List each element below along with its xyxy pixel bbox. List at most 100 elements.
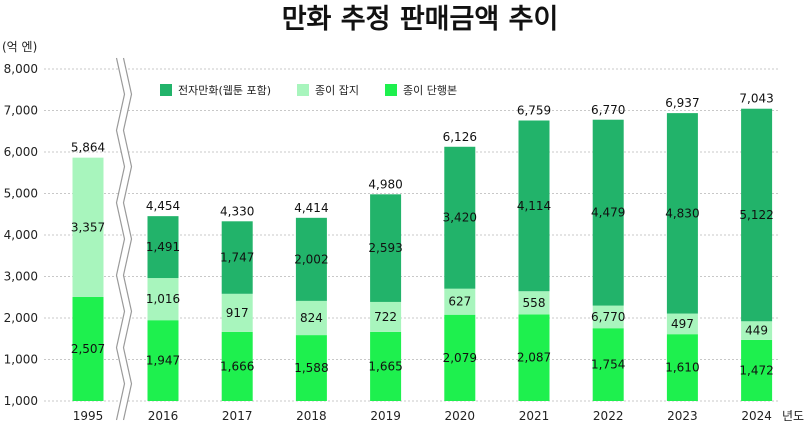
bar-segment [221, 221, 253, 294]
bar-segment [666, 113, 698, 314]
axis-break [115, 57, 133, 421]
bar-segment [592, 119, 624, 306]
segment-label: 1,491 [146, 240, 180, 254]
segment-label: 1,588 [294, 361, 328, 375]
bar-segment [295, 217, 327, 301]
total-label: 6,937 [665, 96, 699, 110]
bar-segment [295, 300, 327, 336]
segment-label: 4,830 [665, 206, 699, 220]
x-tick-label: 2018 [296, 409, 327, 423]
segment-label: 5,122 [739, 208, 773, 222]
segment-label: 722 [374, 310, 397, 324]
y-tick-labels: 1,000 1,000 2,000 3,000 4,000 5,000 6,000 7,000… [4, 62, 38, 408]
total-label: 6,126 [443, 130, 477, 144]
segment-label: 1,610 [665, 361, 699, 375]
total-label: 4,330 [220, 204, 254, 218]
bar-segment [741, 339, 773, 401]
y-tick-label: 7,000 [4, 104, 38, 118]
legend-swatch [297, 84, 309, 96]
x-tick-label: 2017 [222, 409, 253, 423]
segment-label: 2,079 [443, 351, 477, 365]
y-tick-label: 8,000 [4, 62, 38, 76]
segment-label: 3,420 [443, 211, 477, 225]
bar-segment [666, 313, 698, 335]
segment-label: 1,747 [220, 251, 254, 265]
bar-segment [518, 314, 550, 401]
legend-label: 종이 단행본 [403, 84, 457, 97]
y-tick-label: 1,000 [4, 353, 38, 367]
x-axis-label: 년도 [782, 409, 804, 423]
total-label: 4,454 [146, 199, 180, 213]
total-label: 5,864 [71, 141, 105, 155]
x-tick-label: 2020 [445, 409, 476, 423]
bar-segment [741, 108, 773, 322]
bar-segment [370, 194, 402, 302]
axis-break-band [116, 58, 132, 420]
bar-segment [666, 334, 698, 401]
segment-label: 1,665 [368, 359, 402, 373]
segment-label: 558 [523, 296, 546, 310]
segment-label: 917 [226, 306, 249, 320]
y-tick-label: 1,000 [4, 394, 38, 408]
bar-segment [444, 288, 476, 315]
y-tick-label: 5,000 [4, 187, 38, 201]
segment-label: 1,666 [220, 359, 254, 373]
segment-label: 1,016 [146, 292, 180, 306]
bar-segment [295, 335, 327, 401]
bar-segment [221, 293, 253, 332]
legend-label: 종이 잡지 [315, 84, 359, 97]
segment-label: 627 [448, 295, 471, 309]
segment-label: 3,357 [71, 220, 105, 234]
bar-segment [72, 296, 104, 401]
bar-segment [370, 301, 402, 332]
x-tick-label: 2019 [370, 409, 401, 423]
bar-segment [518, 120, 550, 292]
bar-segment [518, 291, 550, 315]
grid-lines [44, 68, 780, 402]
axis-break-line [122, 57, 133, 421]
segment-label: 2,002 [294, 252, 328, 266]
y-tick-label: 6,000 [4, 145, 38, 159]
y-tick-label: 4,000 [4, 228, 38, 242]
x-tick-label: 2023 [667, 409, 698, 423]
legend: 전자만화(웹툰 포함) 종이 잡지 종이 단행본 [160, 84, 457, 97]
legend-label: 전자만화(웹툰 포함) [178, 84, 271, 97]
segment-label: 4,479 [591, 206, 625, 220]
x-tick-label: 2022 [593, 409, 624, 423]
bar-segment [370, 331, 402, 401]
segment-label: 4,114 [517, 199, 551, 213]
legend-swatch [385, 84, 397, 96]
segment-label: 2,507 [71, 342, 105, 356]
bar-segment [592, 305, 624, 329]
segment-label: 1,754 [591, 358, 625, 372]
segment-label: 497 [671, 317, 694, 331]
x-tick-label: 2024 [741, 409, 772, 423]
segment-label: 1,472 [739, 363, 773, 377]
bar-segment [147, 216, 179, 279]
segment-label: 1,947 [146, 354, 180, 368]
segment-label: 824 [300, 311, 323, 325]
bar-segment [444, 314, 476, 401]
bar-segment [147, 320, 179, 401]
x-tick-label: 2016 [148, 409, 179, 423]
total-label: 4,414 [294, 201, 328, 215]
bar-segment [592, 328, 624, 401]
bar-segment [72, 157, 104, 297]
y-tick-label: 2,000 [4, 311, 38, 325]
axis-break-line [115, 57, 126, 421]
y-tick-label: 3,000 [4, 270, 38, 284]
bar-segment [221, 331, 253, 401]
total-label: 6,770 [591, 103, 625, 117]
total-label: 4,980 [368, 177, 402, 191]
bar-segment [147, 278, 179, 321]
bar-segment [741, 321, 773, 340]
segment-label: 2,087 [517, 351, 551, 365]
y-axis-label: (억 엔) [2, 40, 37, 54]
x-tick-labels: 1995 2016 2017 2018 2019 2020 2021 2022 2023 2024 [73, 409, 772, 423]
segment-label: 449 [745, 324, 768, 338]
x-tick-label: 2021 [519, 409, 550, 423]
bars: 2,507 3,357 5,864 1,947 1,016 1,491 4,454 1,666… [71, 92, 774, 401]
segment-label: 2,593 [368, 241, 402, 255]
segment-label: 6,770 [591, 310, 625, 324]
